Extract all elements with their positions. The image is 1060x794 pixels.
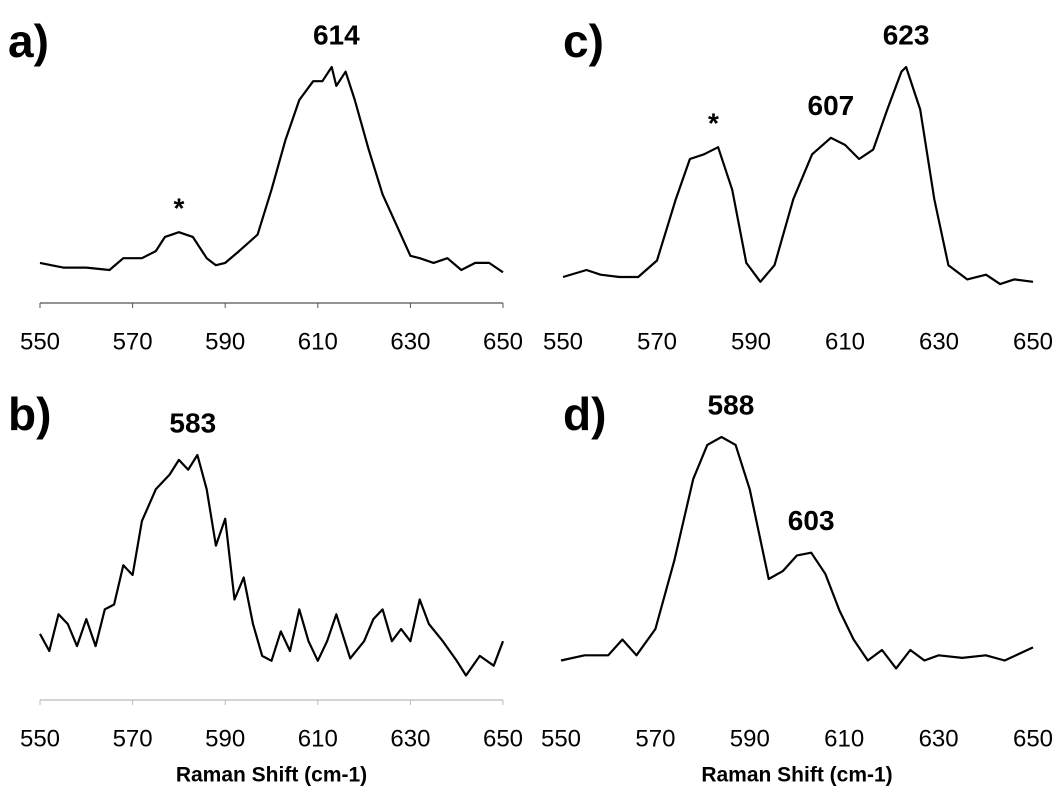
x-tick-label: 590 [205,328,245,355]
x-tick-label: 550 [541,725,581,752]
panel-label: c) [563,15,604,67]
peak-annotation: 623 [883,19,930,50]
x-tick-label: 570 [113,328,153,355]
x-tick-label: 630 [390,328,430,355]
panel-label: a) [8,15,49,67]
panel-label: b) [8,388,51,440]
x-axis-title: Raman Shift (cm-1) [701,764,892,787]
peak-annotation: 614 [313,19,360,50]
peak-annotation: 588 [708,389,755,420]
x-tick-label: 610 [825,328,865,355]
x-tick-label: 610 [298,328,338,355]
x-tick-label: 570 [637,328,677,355]
x-tick-label: 630 [919,725,959,752]
spectrum-line [39,65,504,274]
peak-annotation: * [708,108,719,139]
x-tick-label: 590 [731,328,771,355]
x-tick-label: 550 [20,725,60,752]
peak-annotation: * [173,193,184,224]
x-tick-label: 550 [543,328,583,355]
x-tick-label: 630 [390,725,430,752]
x-tick-label: 610 [824,725,864,752]
x-tick-label: 550 [20,328,60,355]
panel-label: d) [563,388,606,440]
x-tick-label: 570 [113,725,153,752]
x-tick-label: 570 [635,725,675,752]
x-tick-label: 590 [730,725,770,752]
x-tick-label: 590 [205,725,245,752]
spectrum-line [562,65,1034,286]
spectrum-line [39,453,505,677]
x-tick-label: 630 [919,328,959,355]
x-tick-label: 610 [298,725,338,752]
x-tick-label: 650 [483,328,523,355]
peak-annotation: 603 [788,505,835,536]
x-axis-title: Raman Shift (cm-1) [176,764,367,787]
x-tick-label: 650 [1013,328,1053,355]
spectrum-line [560,435,1034,670]
x-tick-label: 650 [1013,725,1053,752]
x-tick-label: 650 [483,725,523,752]
peak-annotation: 607 [808,90,855,121]
peak-annotation: 583 [169,407,216,438]
